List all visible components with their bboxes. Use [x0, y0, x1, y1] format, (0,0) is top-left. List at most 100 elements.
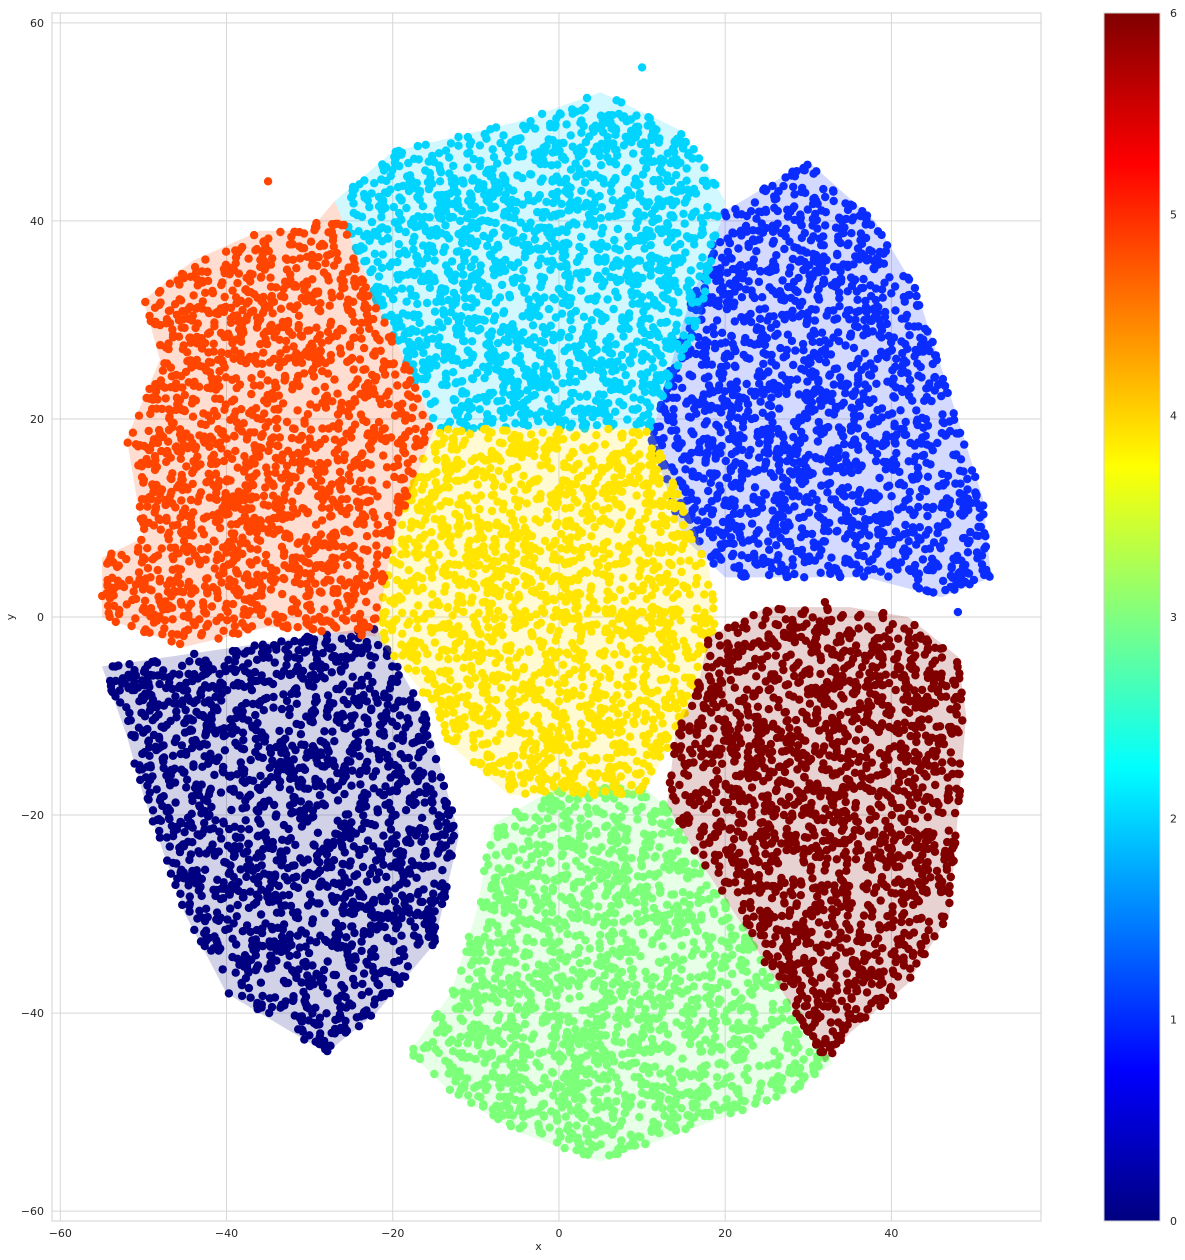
scatter-point — [812, 167, 821, 176]
scatter-point — [439, 247, 448, 257]
scatter-point — [145, 706, 154, 715]
scatter-point — [788, 555, 797, 564]
scatter-point — [485, 217, 495, 227]
scatter-point — [631, 223, 641, 232]
scatter-point — [200, 865, 210, 874]
scatter-point — [368, 962, 377, 972]
scatter-point — [242, 921, 252, 930]
scatter-point — [472, 395, 481, 404]
scatter-point — [287, 771, 296, 780]
scatter-point — [475, 141, 485, 150]
scatter-point — [213, 875, 222, 884]
scatter-point — [346, 834, 355, 843]
scatter-point — [915, 523, 924, 532]
scatter-point — [579, 246, 588, 256]
scatter-point — [790, 215, 799, 225]
scatter-point — [763, 316, 772, 325]
scatter-point — [607, 123, 616, 132]
scatter-point — [666, 195, 675, 205]
scatter-point — [463, 149, 472, 158]
scatter-point — [389, 202, 398, 212]
scatter-point — [905, 331, 914, 340]
scatter-point — [787, 336, 797, 346]
scatter-point — [960, 509, 969, 518]
scatter-point — [243, 959, 252, 969]
scatter-point — [961, 560, 970, 570]
scatter-point — [243, 647, 252, 656]
scatter-point — [755, 314, 765, 323]
scatter-point — [302, 647, 311, 656]
scatter-point — [382, 714, 391, 723]
scatter-point — [726, 464, 735, 473]
scatter-point — [911, 345, 920, 355]
scatter-point — [951, 479, 960, 488]
scatter-point — [806, 331, 815, 341]
scatter-point — [396, 270, 405, 280]
scatter-point — [692, 317, 701, 326]
scatter-point — [322, 1009, 331, 1018]
scatter-point — [788, 470, 798, 479]
scatter-point — [642, 302, 652, 311]
scatter-point — [349, 842, 358, 851]
scatter-point — [730, 502, 739, 511]
scatter-point — [758, 408, 767, 417]
scatter-point — [766, 323, 776, 332]
scatter-point — [607, 141, 616, 150]
scatter-point — [892, 354, 901, 363]
scatter-point — [267, 877, 276, 886]
scatter-point — [210, 770, 219, 780]
scatter-point — [378, 250, 387, 259]
scatter-point — [421, 861, 430, 871]
scatter-point — [922, 458, 931, 467]
scatter-point — [254, 807, 263, 816]
scatter-point — [362, 637, 371, 647]
scatter-point — [390, 897, 400, 906]
scatter-point — [364, 901, 374, 910]
scatter-point — [363, 719, 372, 728]
scatter-point — [978, 566, 987, 575]
scatter-point — [673, 434, 682, 443]
scatter-point — [655, 165, 665, 174]
scatter-point — [805, 261, 814, 270]
scatter-point — [388, 674, 397, 684]
scatter-point — [468, 374, 478, 384]
scatter-point — [904, 322, 913, 331]
scatter-point — [764, 400, 773, 410]
scatter-point — [265, 744, 275, 753]
scatter-point — [500, 223, 509, 232]
scatter-point — [258, 640, 268, 649]
scatter-point — [764, 537, 773, 546]
scatter-point — [274, 881, 283, 891]
scatter-point — [375, 755, 384, 764]
scatter-point — [297, 1017, 307, 1026]
scatter-point — [363, 671, 373, 680]
scatter-point — [156, 742, 165, 752]
scatter-point — [723, 420, 733, 429]
scatter-point — [262, 693, 272, 703]
scatter-point — [399, 697, 408, 706]
scatter-point — [678, 455, 687, 464]
scatter-point — [143, 724, 152, 734]
scatter-point — [664, 381, 673, 390]
scatter-point — [257, 1000, 266, 1009]
scatter-point — [576, 340, 585, 350]
scatter-point — [777, 295, 786, 304]
scatter-point — [350, 185, 359, 194]
scatter-point — [789, 418, 799, 427]
scatter-point — [410, 923, 420, 932]
scatter-point — [389, 937, 398, 946]
scatter-point — [816, 568, 825, 577]
scatter-point — [674, 287, 683, 297]
scatter-point — [890, 437, 899, 447]
scatter-point — [285, 710, 294, 720]
scatter-point — [421, 340, 431, 349]
scatter-point — [240, 951, 250, 960]
scatter-point — [347, 922, 356, 931]
scatter-point — [417, 813, 427, 822]
scatter-point — [769, 236, 778, 246]
scatter-point — [373, 979, 382, 988]
scatter-point — [743, 400, 753, 409]
scatter-point — [246, 755, 255, 765]
scatter-point — [810, 316, 820, 325]
scatter-point — [177, 661, 187, 670]
